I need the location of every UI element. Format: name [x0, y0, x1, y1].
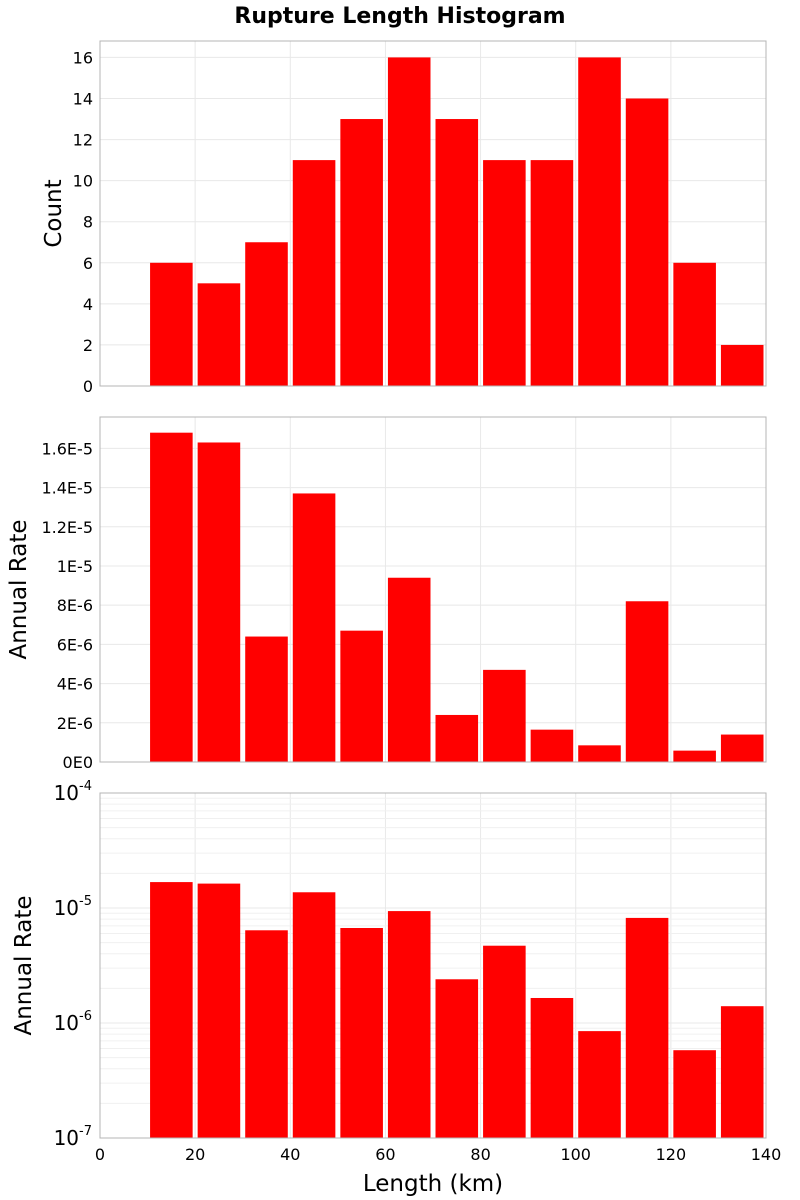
- y-tick-label: 4E-6: [57, 675, 93, 694]
- panel-3: 10-7 10-6 10-5 10-4 Annual Rate 0 20 40 60 80 100 1…: [11, 779, 781, 1164]
- y-tick-label: 10-5: [54, 894, 92, 920]
- y-tick-label: 10-6: [54, 1009, 92, 1035]
- y-tick-label: 10-7: [54, 1124, 92, 1150]
- bar: [150, 262, 193, 386]
- y-axis-label: Annual Rate: [6, 520, 32, 660]
- panel-1: 0 2 4 6 8 10 12 14 16 Count: [41, 40, 767, 396]
- bar: [387, 57, 431, 387]
- bar: [530, 729, 574, 762]
- bar: [625, 98, 669, 386]
- bar: [435, 119, 479, 387]
- x-tick-label: 60: [375, 1145, 395, 1164]
- x-tick-label: 80: [470, 1145, 490, 1164]
- bar: [578, 1031, 621, 1138]
- bar: [150, 432, 193, 762]
- bar: [197, 442, 241, 762]
- bar: [483, 669, 526, 762]
- bar: [150, 882, 193, 1138]
- bar: [673, 750, 716, 762]
- bar: [578, 745, 621, 762]
- bar: [625, 601, 669, 762]
- y-tick-label: 16: [73, 48, 93, 67]
- y-tick-label: 6E-6: [57, 635, 93, 654]
- bar: [483, 945, 526, 1138]
- y-tick-label: 4: [83, 295, 93, 314]
- y-axis-label: Annual Rate: [11, 896, 37, 1036]
- bar: [245, 636, 288, 762]
- y-tick-label: 6: [83, 254, 93, 273]
- y-tick-label: 8E-6: [57, 596, 93, 615]
- x-tick-label: 100: [560, 1145, 591, 1164]
- bar: [387, 911, 431, 1138]
- bar: [245, 930, 288, 1138]
- bar: [435, 714, 479, 762]
- y-tick-label: 10-4: [54, 779, 92, 805]
- y-tick-label: 14: [73, 90, 93, 109]
- bar: [197, 283, 241, 386]
- plot-frame: [99, 416, 767, 763]
- chart-title: Rupture Length Histogram: [234, 4, 565, 29]
- bar: [292, 160, 336, 386]
- x-tick-label: 0: [95, 1145, 105, 1164]
- bar: [340, 928, 383, 1138]
- bar: [197, 883, 241, 1138]
- y-tick-label: 0: [83, 377, 93, 396]
- bar: [625, 917, 669, 1138]
- x-tick-label: 140: [751, 1145, 782, 1164]
- bar: [387, 577, 431, 762]
- bar: [292, 892, 336, 1138]
- y-tick-label: 12: [73, 131, 93, 150]
- plot-frame: [99, 40, 767, 387]
- y-axis-label: Count: [41, 179, 67, 247]
- x-tick-label: 20: [185, 1145, 205, 1164]
- bar: [435, 979, 479, 1138]
- bar: [530, 160, 574, 386]
- bar: [673, 262, 716, 386]
- bar: [673, 1050, 716, 1138]
- bar: [720, 344, 764, 386]
- y-tick-label: 0E0: [63, 753, 93, 772]
- x-tick-label: 40: [280, 1145, 300, 1164]
- y-tick-label: 1E-5: [57, 557, 93, 576]
- x-axis-label: Length (km): [363, 1171, 503, 1197]
- x-tick-label: 120: [656, 1145, 687, 1164]
- y-tick-label: 2: [83, 336, 93, 355]
- histogram-panels: 0 2 4 6 8 10 12 14 16 Count 0E0 2E-6 4E-6 6E-6 8E-6 1E-…: [6, 40, 781, 1164]
- bar: [340, 119, 383, 387]
- y-tick-label: 2E-6: [57, 714, 93, 733]
- y-tick-label: 1.2E-5: [41, 518, 93, 537]
- bar: [720, 734, 764, 762]
- bar: [483, 160, 526, 386]
- bar: [720, 1006, 764, 1138]
- y-tick-label: 1.4E-5: [41, 479, 93, 498]
- bar: [530, 997, 574, 1138]
- y-tick-label: 1.6E-5: [41, 439, 93, 458]
- bar: [340, 630, 383, 762]
- bar: [292, 493, 336, 762]
- plot-frame: [99, 792, 767, 1139]
- bar: [245, 242, 288, 386]
- y-tick-label: 10: [73, 172, 93, 191]
- panel-2: 0E0 2E-6 4E-6 6E-6 8E-6 1E-5 1.2E-5 1.4E-5 1.6E-…: [6, 416, 767, 772]
- y-tick-label: 8: [83, 213, 93, 232]
- bar: [578, 57, 621, 387]
